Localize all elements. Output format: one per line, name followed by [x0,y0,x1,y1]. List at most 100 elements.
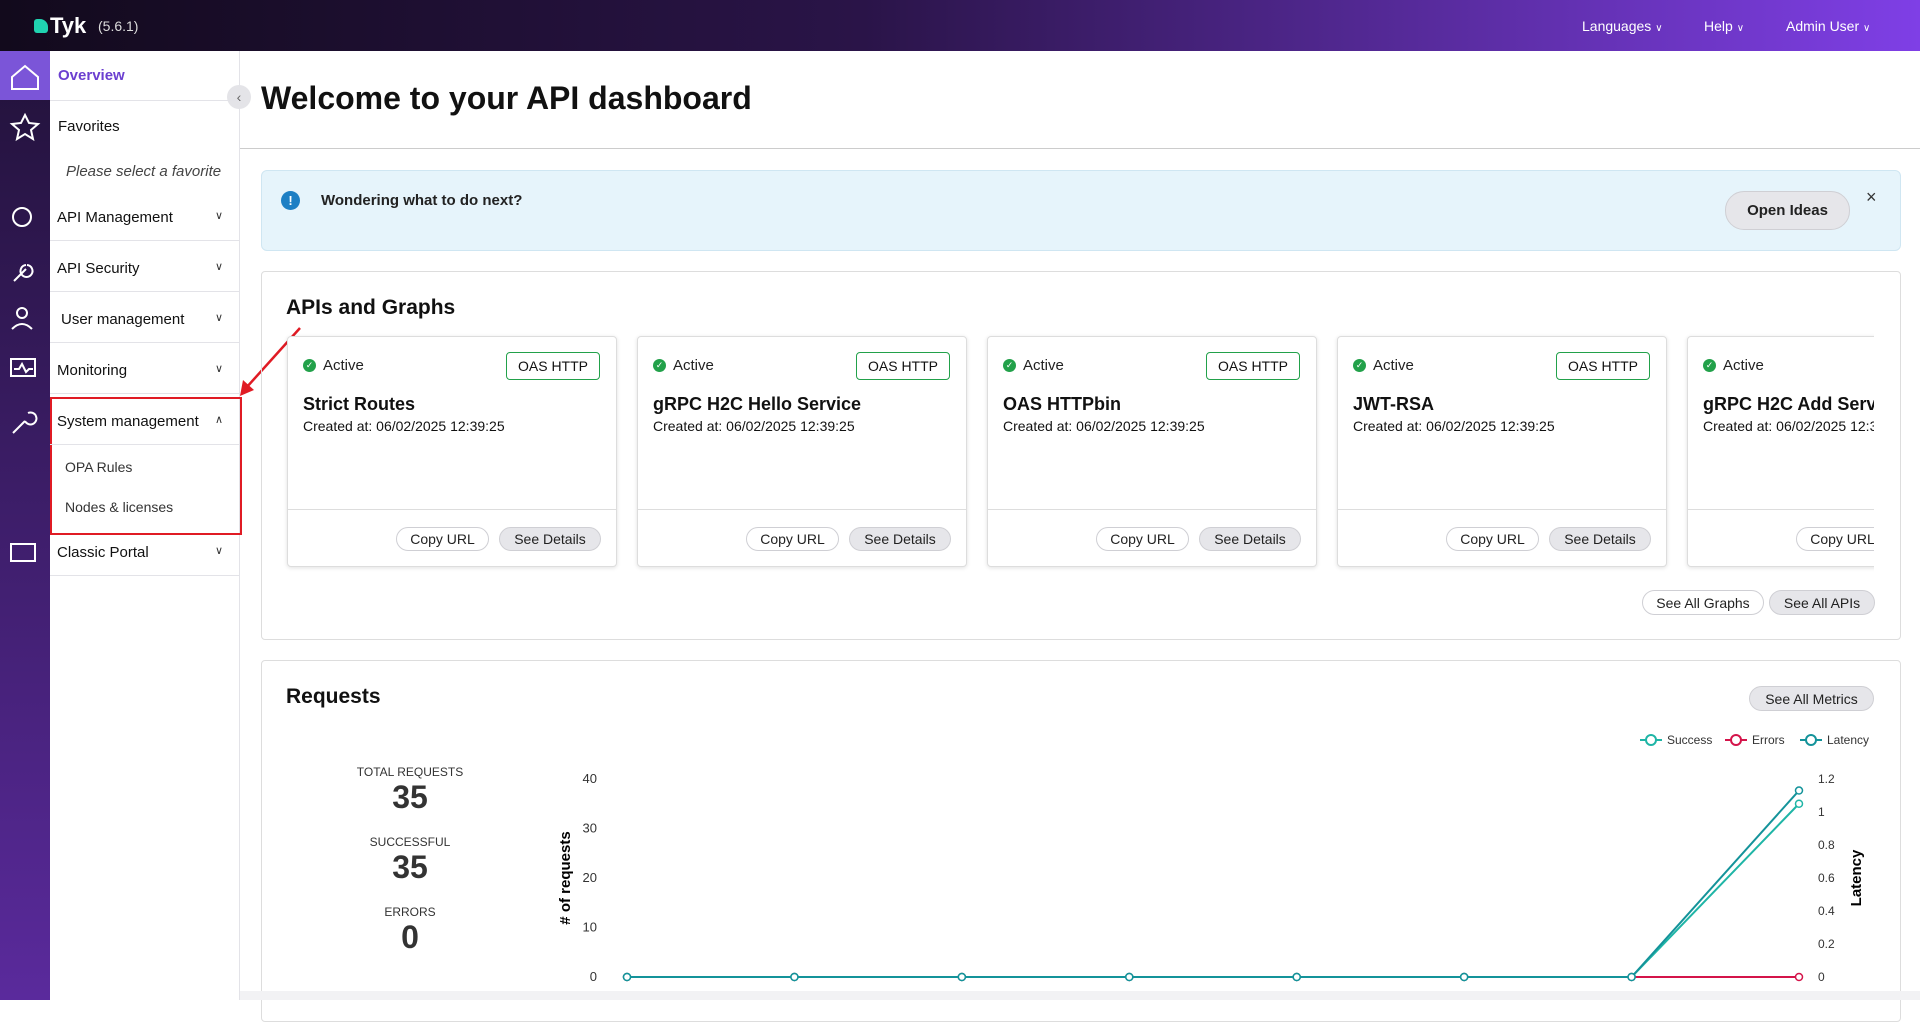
legend-label: Latency [1827,733,1869,747]
stat-value: 35 [392,779,428,815]
created: Created at: 06/02/2025 12:39:25 [303,418,505,434]
info-icon: ! [281,191,300,210]
card-divider [1338,509,1666,510]
header-menu-item[interactable]: Help ∨ [1704,18,1745,34]
copy-url[interactable]: Copy URL [1796,527,1874,551]
nav-chevron: ∨ [215,363,224,375]
copy-url[interactable]: Copy URL [1446,527,1539,551]
nav-sep [50,291,239,292]
card-divider [638,509,966,510]
status: Active [323,357,364,374]
nav-section[interactable]: System management [57,413,199,430]
icon[interactable] [10,543,36,562]
y2-axis-label: Latency [1848,849,1865,906]
type-badge: OAS HTTP [1556,352,1650,380]
copy-url[interactable]: Copy URL [746,527,839,551]
logo: Tyk [34,13,86,39]
status-dot: ✓ [1003,359,1016,372]
banner-text: Wondering what to do next? [321,192,523,209]
copy-url[interactable]: Copy URL [1096,527,1189,551]
icon[interactable] [11,323,33,330]
see-details[interactable]: See Details [1199,527,1301,551]
nav-section[interactable]: API Security [57,260,140,277]
home-icon[interactable] [0,51,50,100]
y-tick-label: 30 [583,821,597,836]
nav-section[interactable]: Monitoring [57,362,128,379]
stat-label: TOTAL REQUESTS [356,765,464,779]
see-details[interactable]: See Details [499,527,601,551]
divider [240,148,1920,149]
header-menu-item[interactable]: Admin User ∨ [1786,18,1871,34]
y2-tick-label: 0.6 [1818,871,1835,885]
nav-favorites[interactable]: Favorites [58,118,120,135]
legend-label: Errors [1752,733,1785,747]
legend-label: Success [1667,733,1712,747]
sidebar [50,51,240,1000]
see-all-graphs[interactable]: See All Graphs [1642,590,1764,615]
card-divider [1688,509,1874,510]
data-point [790,972,799,982]
y-axis-label: # of requests [557,831,574,924]
nav-sep [50,444,239,445]
created: Created at: 06/02/2025 12:39:25 [1003,418,1205,434]
data-point [957,972,967,982]
see-details[interactable]: See Details [849,527,951,551]
logo-text: Tyk [50,13,87,38]
nav-chevron: ∧ [215,414,224,426]
page-title: Welcome to your API dashboard [261,80,752,116]
api-card: ✓ Active OAS HTTP Strict Routes Created at: … [287,336,617,567]
nav-sep [50,342,239,343]
api-card: ✓ Active OAS HTTP gRPC H2C Hello Service Cre… [637,336,967,567]
y2-tick-label: 0.4 [1818,904,1835,918]
nav-subitem[interactable]: OPA Rules [65,459,133,475]
nav-subitem[interactable]: Nodes & licenses [65,499,174,515]
nav-sep [50,240,239,241]
header [0,0,1920,51]
status-dot: ✓ [653,359,666,372]
open-ideas-button[interactable]: Open Ideas [1725,191,1850,230]
copy-url[interactable]: Copy URL [396,527,489,551]
icon[interactable] [10,358,36,377]
legend-marker [1730,734,1742,746]
icon[interactable] [12,207,32,227]
api-name: gRPC H2C Add Serv [1703,394,1874,414]
nav-section[interactable]: API Management [57,209,173,226]
version: (5.6.1) [98,18,139,34]
nav-overview[interactable]: Overview [58,67,125,84]
collapse-button[interactable]: ‹ [227,85,251,109]
icon[interactable] [11,64,39,90]
header-menu-item[interactable]: Languages ∨ [1582,18,1663,34]
api-name: Strict Routes [303,394,416,414]
card-divider [988,509,1316,510]
stat-label: SUCCESSFUL [369,835,451,849]
api-card: ✓ Active OAS HTTP JWT-RSA Created at: 06/02/… [1337,336,1667,567]
icon[interactable] [12,411,38,434]
data-point [1794,799,1804,808]
icon[interactable] [9,112,41,142]
type-badge: OAS HTTP [856,352,950,380]
nav-sep [50,575,239,576]
y2-tick-label: 0.2 [1818,937,1835,951]
nav-section[interactable]: Classic Portal [57,544,149,561]
icon[interactable] [13,264,34,282]
see-details[interactable]: See Details [1549,527,1651,551]
stat-value: 0 [401,919,419,955]
status: Active [673,357,714,374]
see-all-apis[interactable]: See All APIs [1769,590,1875,615]
see-all-metrics[interactable]: See All Metrics [1749,686,1874,711]
nav-chevron: ∨ [215,312,224,324]
data-point [1627,972,1636,982]
icon[interactable] [14,361,33,374]
y2-tick-label: 0 [1818,970,1825,984]
nav-section[interactable]: User management [61,311,185,328]
data-point [1125,972,1134,982]
page-bottom [240,991,1920,1000]
cards-viewport: ✓ Active OAS HTTP Strict Routes Created at: … [287,336,1874,567]
status-dot: ✓ [303,359,316,372]
icon[interactable] [16,307,28,319]
api-name: OAS HTTPbin [1003,394,1121,414]
favorites-empty: Please select a favorite [66,163,222,180]
close-button[interactable]: × [1866,187,1877,207]
legend-marker [1645,734,1657,746]
